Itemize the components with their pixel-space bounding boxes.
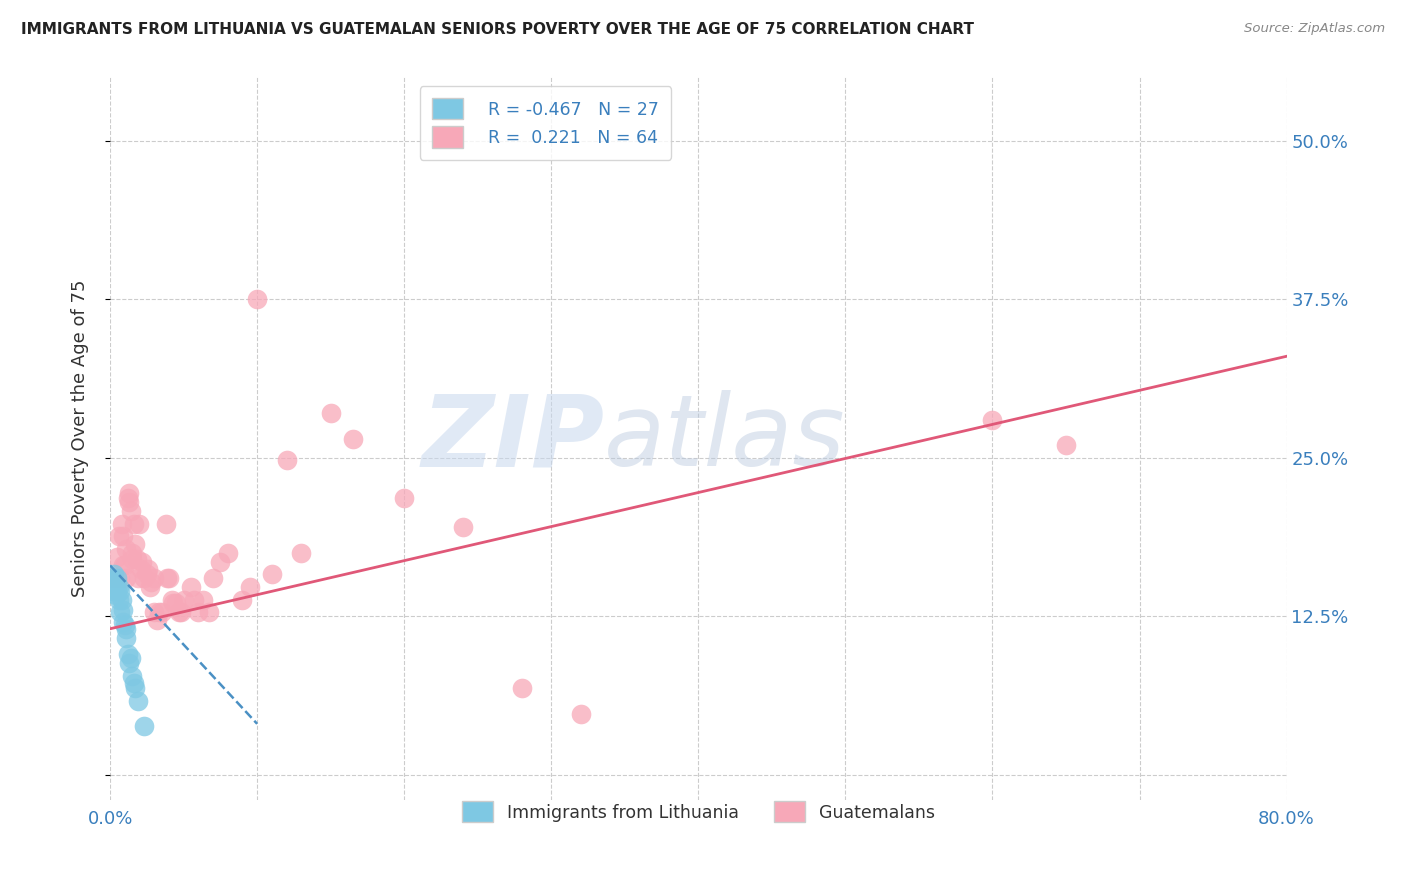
Point <box>162 596 184 610</box>
Point <box>129 562 152 576</box>
Point <box>155 516 177 531</box>
Point <box>451 520 474 534</box>
Point <box>143 571 166 585</box>
Text: atlas: atlas <box>605 390 846 487</box>
Point <box>209 555 232 569</box>
Point <box>127 571 149 585</box>
Point <box>202 571 225 585</box>
Point <box>112 615 135 630</box>
Point <box>117 647 139 661</box>
Point <box>108 592 131 607</box>
Point <box>141 574 163 589</box>
Point <box>101 583 124 598</box>
Point <box>128 516 150 531</box>
Point <box>131 555 153 569</box>
Point <box>510 681 533 696</box>
Point <box>981 412 1004 426</box>
Point <box>117 491 139 506</box>
Point <box>156 571 179 585</box>
Point <box>169 605 191 619</box>
Point <box>115 631 138 645</box>
Point <box>121 668 143 682</box>
Point <box>197 605 219 619</box>
Point <box>108 529 131 543</box>
Point <box>107 549 129 564</box>
Point <box>118 656 141 670</box>
Point <box>569 706 592 721</box>
Point <box>160 592 183 607</box>
Point <box>104 588 127 602</box>
Point <box>143 605 166 619</box>
Point <box>260 567 283 582</box>
Point <box>124 681 146 696</box>
Point <box>342 432 364 446</box>
Point <box>150 605 173 619</box>
Point <box>108 580 131 594</box>
Point <box>125 552 148 566</box>
Point <box>146 613 169 627</box>
Point <box>115 541 138 556</box>
Point <box>104 577 127 591</box>
Point <box>135 567 157 582</box>
Point <box>110 571 132 585</box>
Point <box>121 552 143 566</box>
Point <box>101 574 124 589</box>
Point <box>165 596 187 610</box>
Point <box>167 605 190 619</box>
Point <box>319 406 342 420</box>
Point <box>392 491 415 506</box>
Point <box>173 592 195 607</box>
Point <box>114 618 136 632</box>
Point <box>111 516 134 531</box>
Point <box>122 676 145 690</box>
Point <box>118 495 141 509</box>
Point <box>183 592 205 607</box>
Point <box>107 583 129 598</box>
Point <box>121 546 143 560</box>
Point <box>132 719 155 733</box>
Point <box>239 580 262 594</box>
Point <box>103 580 125 594</box>
Point <box>103 567 125 582</box>
Point <box>112 529 135 543</box>
Point <box>100 571 122 585</box>
Point <box>136 562 159 576</box>
Point <box>148 605 170 619</box>
Text: ZIP: ZIP <box>422 390 605 487</box>
Point <box>157 571 180 585</box>
Point <box>180 580 202 594</box>
Point <box>103 571 125 585</box>
Point <box>231 592 253 607</box>
Point <box>114 558 136 573</box>
Point <box>1054 438 1077 452</box>
Point <box>122 516 145 531</box>
Point <box>111 592 134 607</box>
Point <box>115 622 138 636</box>
Point <box>217 546 239 560</box>
Point <box>187 605 209 619</box>
Point <box>112 603 135 617</box>
Point <box>110 583 132 598</box>
Y-axis label: Seniors Poverty Over the Age of 75: Seniors Poverty Over the Age of 75 <box>72 280 89 598</box>
Point <box>112 558 135 573</box>
Text: Source: ZipAtlas.com: Source: ZipAtlas.com <box>1244 22 1385 36</box>
Point <box>120 651 142 665</box>
Legend: Immigrants from Lithuania, Guatemalans: Immigrants from Lithuania, Guatemalans <box>450 789 948 835</box>
Point <box>107 571 129 585</box>
Point <box>115 571 138 585</box>
Point <box>132 571 155 585</box>
Point <box>110 605 132 619</box>
Text: IMMIGRANTS FROM LITHUANIA VS GUATEMALAN SENIORS POVERTY OVER THE AGE OF 75 CORRE: IMMIGRANTS FROM LITHUANIA VS GUATEMALAN … <box>21 22 974 37</box>
Point <box>127 694 149 708</box>
Point <box>124 537 146 551</box>
Point <box>276 453 298 467</box>
Point <box>191 592 214 607</box>
Point <box>120 504 142 518</box>
Point <box>118 486 141 500</box>
Point <box>290 546 312 560</box>
Point <box>246 292 269 306</box>
Point <box>139 580 162 594</box>
